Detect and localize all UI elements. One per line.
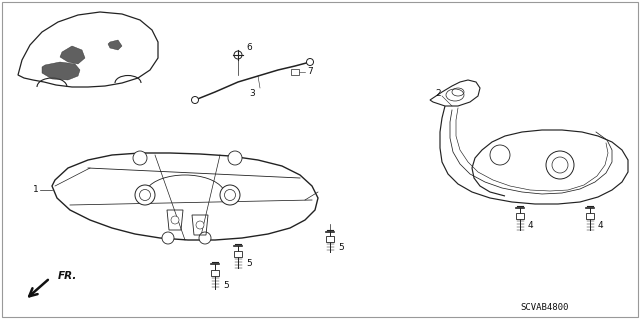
Text: 1: 1	[33, 186, 39, 195]
Polygon shape	[42, 62, 80, 80]
Circle shape	[220, 185, 240, 205]
Bar	[211, 270, 219, 276]
Circle shape	[199, 232, 211, 244]
Text: 6: 6	[246, 42, 252, 51]
Bar	[291, 69, 299, 75]
Text: FR.: FR.	[58, 271, 77, 281]
Bar	[516, 213, 524, 219]
Text: 3: 3	[249, 90, 255, 99]
Bar	[586, 213, 594, 219]
Circle shape	[546, 151, 574, 179]
Circle shape	[171, 216, 179, 224]
Text: 4: 4	[598, 221, 604, 231]
Text: 7: 7	[307, 68, 313, 77]
Polygon shape	[60, 46, 85, 64]
Circle shape	[234, 51, 242, 59]
Circle shape	[162, 232, 174, 244]
Circle shape	[133, 151, 147, 165]
Circle shape	[191, 97, 198, 103]
Bar	[326, 236, 334, 242]
Text: 5: 5	[338, 243, 344, 253]
Text: SCVAB4800: SCVAB4800	[521, 303, 569, 313]
Circle shape	[196, 221, 204, 229]
Text: 5: 5	[246, 259, 252, 269]
Circle shape	[490, 145, 510, 165]
Polygon shape	[108, 40, 122, 50]
Text: 4: 4	[528, 221, 534, 231]
Text: 5: 5	[223, 281, 228, 291]
Bar	[234, 251, 242, 257]
Circle shape	[135, 185, 155, 205]
Circle shape	[228, 151, 242, 165]
Circle shape	[307, 58, 314, 65]
Text: 2: 2	[435, 88, 441, 98]
